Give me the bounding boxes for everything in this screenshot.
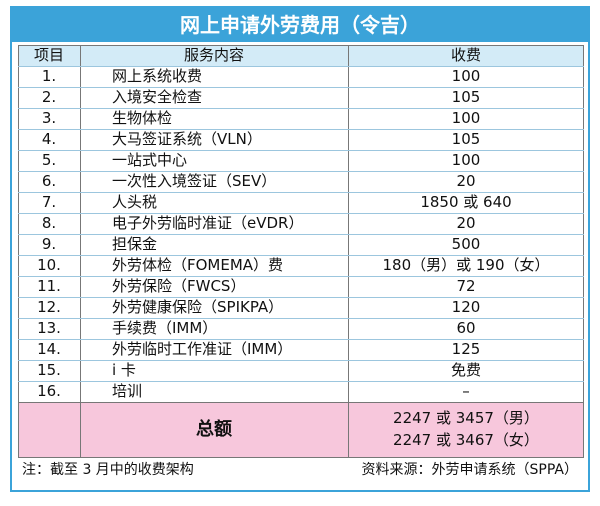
total-value: 2247 或 3457（男） [393,409,539,427]
row-number: 4. [41,130,57,148]
row-item: 一站式中心 [112,151,188,169]
row-line [18,234,584,235]
row-number: 12. [37,298,61,316]
table-border [18,45,584,458]
row-item: 外劳临时工作准证（IMM） [112,340,293,358]
total-row [18,402,584,458]
title-bar [12,8,588,42]
row-number: 9. [41,235,57,253]
row-line [18,213,584,214]
row-number: 16. [37,382,61,400]
row-number: 6. [41,172,57,190]
row-fee: 100 [451,67,481,85]
row-fee: 100 [451,109,481,127]
row-line [18,87,584,88]
row-number: 1. [41,67,57,85]
title: 网上申请外劳费用（令吉） [180,13,420,37]
row-number: 10. [37,256,61,274]
row-item: 外劳保险（FWCS） [112,277,246,295]
row-line [18,360,584,361]
row-fee: 180（男）或 190（女） [382,256,550,274]
row-item: 一次性入境签证（SEV） [112,172,277,190]
row-fee: 20 [456,172,476,190]
row-number: 8. [41,214,57,232]
row-item: 网上系统收费 [112,67,203,85]
row-line [18,66,584,67]
row-item: i 卡 [112,361,136,379]
row-number: 14. [37,340,61,358]
row-fee: 100 [451,151,481,169]
footer-note: 注：截至 3 月中的收费架构 [22,462,194,478]
row-item: 大马签证系统（VLN） [112,130,262,148]
row-fee: 500 [451,235,481,253]
row-fee: 105 [451,88,481,106]
row-fee: 60 [456,319,476,337]
row-line [18,255,584,256]
row-line [18,276,584,277]
row-fee: 免费 [450,361,481,379]
row-line [18,129,584,130]
row-line [18,192,584,193]
column-header: 收费 [450,46,481,64]
row-line [18,318,584,319]
row-item: 手续费（IMM） [112,319,218,337]
row-item: 培训 [112,382,143,400]
total-label: 总额 [196,419,232,440]
row-number: 5. [41,151,57,169]
row-item: 电子外劳临时准证（eVDR） [112,214,304,232]
row-fee: 20 [456,214,476,232]
header-row [18,45,584,66]
column-header: 项目 [33,46,64,64]
row-number: 2. [41,88,57,106]
col-line [348,45,349,458]
row-line [18,297,584,298]
row-item: 人头税 [112,193,158,211]
row-line [18,339,584,340]
column-header: 服务内容 [183,46,244,64]
row-fee: 120 [451,298,481,316]
row-fee: – [462,382,470,400]
row-item: 入境安全检查 [112,88,203,106]
row-line [18,108,584,109]
row-number: 3. [41,109,57,127]
footer-source: 资料来源：外劳申请系统（SPPA） [361,462,578,478]
frame [10,6,590,492]
row-fee: 1850 或 640 [420,193,512,211]
row-item: 担保金 [112,235,158,253]
row-number: 13. [37,319,61,337]
row-fee: 72 [456,277,476,295]
row-fee: 105 [451,130,481,148]
row-line [18,150,584,151]
total-value: 2247 或 3467（女） [393,431,539,449]
row-number: 7. [41,193,57,211]
col-line [80,45,81,458]
row-item: 生物体检 [112,109,173,127]
row-number: 15. [37,361,61,379]
row-line [18,402,584,403]
row-number: 11. [37,277,61,295]
row-line [18,171,584,172]
row-line [18,381,584,382]
row-item: 外劳体检（FOMEMA）费 [112,256,284,274]
row-fee: 125 [451,340,481,358]
row-item: 外劳健康保险（SPIKPA） [112,298,284,316]
